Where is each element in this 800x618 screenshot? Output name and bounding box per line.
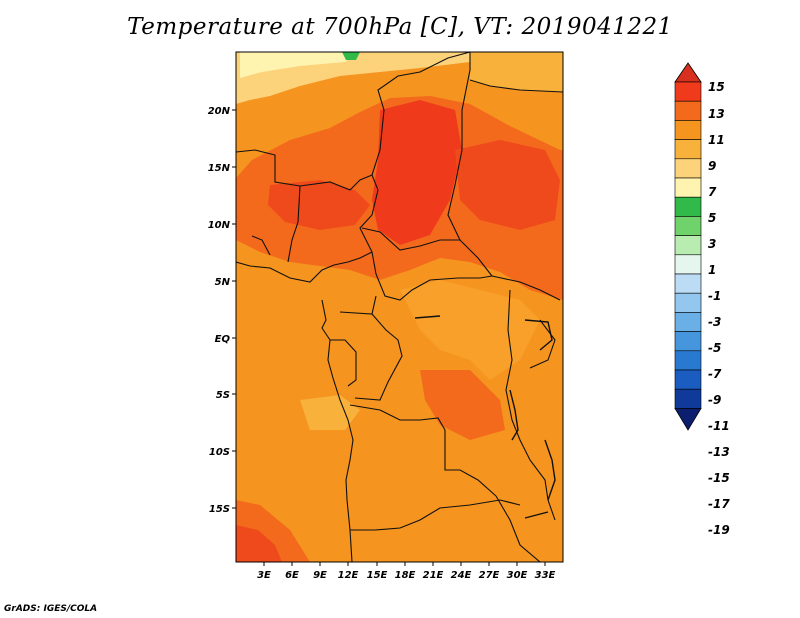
border-egypt	[469, 79, 563, 93]
lat-labels: 20N 15N 10N 5N EQ 5S 10S 15S	[208, 106, 231, 515]
lon-label-6e: 6E	[285, 570, 299, 581]
border-angola-south	[350, 499, 521, 531]
lat-label-5n: 5N	[215, 277, 231, 288]
lon-label-18e: 18E	[395, 570, 416, 581]
field-hot-sudan	[455, 140, 560, 230]
colorbar-label-m9: -9	[708, 393, 721, 407]
lat-label-15n: 15N	[208, 163, 231, 174]
border-chad-west	[359, 52, 471, 253]
border-uganda	[529, 319, 556, 369]
field-coolest-north	[240, 52, 360, 78]
field-northeast	[470, 52, 563, 92]
lat-label-10s: 10S	[209, 447, 230, 458]
colorbar-label-15: 15	[708, 80, 725, 94]
lake-kariba	[524, 511, 549, 519]
border-gabon	[330, 339, 357, 387]
lat-label-20n: 20N	[208, 106, 231, 117]
map-frame	[235, 51, 564, 563]
lat-label-15s: 15S	[209, 504, 230, 515]
field-green-spot	[342, 52, 360, 60]
lat-label-5s: 5S	[216, 390, 230, 401]
coast-atlantic	[321, 299, 354, 562]
border-zambia	[495, 495, 541, 562]
colorbar-label-m13: -13	[708, 445, 730, 459]
colorbar-label-9: 9	[708, 159, 716, 173]
colorbar-label-m5: -5	[708, 341, 721, 355]
colorbar-label-m1: -1	[708, 289, 721, 303]
lake-victoria	[524, 319, 553, 351]
border-sudan-south	[491, 275, 561, 301]
colorbar-label-m11: -11	[708, 419, 730, 433]
colorbar-label-m17: -17	[708, 497, 730, 511]
lon-label-21e: 21E	[423, 570, 444, 581]
border-chad-east	[447, 52, 493, 277]
colorbar-label-m19: -19	[708, 523, 730, 537]
coast-west-africa	[236, 251, 373, 283]
border-east-rift	[505, 289, 556, 521]
country-borders	[236, 52, 563, 562]
lake-malawi	[544, 439, 556, 501]
colorbar-label-m3: -3	[708, 315, 721, 329]
colorbar-label-3: 3	[708, 237, 716, 251]
colorbar-label-5: 5	[708, 211, 716, 225]
lon-label-9e: 9E	[313, 570, 327, 581]
field-cool-atlantic	[300, 395, 360, 430]
lat-label-eq: EQ	[215, 334, 231, 345]
lon-label-15e: 15E	[367, 570, 388, 581]
lon-label-30e: 30E	[507, 570, 528, 581]
field-hot-nigeria	[268, 180, 370, 230]
colorbar-label-7: 7	[708, 185, 717, 199]
lon-label-3e: 3E	[257, 570, 271, 581]
grads-credit: GrADS: IGES/COLA	[4, 604, 98, 614]
field-central-patch	[400, 280, 540, 380]
colorbar-label-m7: -7	[708, 367, 722, 381]
border-ghana	[251, 235, 271, 256]
lon-label-27e: 27E	[479, 570, 500, 581]
lon-label-33e: 33E	[535, 570, 556, 581]
colorbar	[674, 62, 702, 431]
border-car-north	[361, 227, 460, 251]
border-car-south	[371, 251, 493, 301]
border-congo	[354, 313, 403, 401]
colorbar-label-13: 13	[708, 107, 725, 121]
border-angola-east	[349, 404, 497, 497]
lon-label-12e: 12E	[338, 570, 359, 581]
border-benin	[287, 185, 301, 263]
colorbar-label-11: 11	[708, 133, 725, 147]
colorbar-label-m15: -15	[708, 471, 730, 485]
lake-tanganyika	[509, 389, 519, 441]
lon-labels: 3E 6E 9E 12E 15E 18E 21E 24E 27E 30E 33E	[257, 570, 555, 581]
field-southwest-hot	[236, 525, 282, 562]
axis-ticks	[232, 109, 546, 566]
map-title: Temperature at 700hPa [C], VT: 201904122…	[127, 14, 673, 40]
temperature-field	[236, 52, 563, 562]
lon-label-24e: 24E	[451, 570, 472, 581]
colorbar-bottom-triangle	[674, 407, 702, 431]
lakes	[414, 315, 556, 519]
colorbar-label-1: 1	[708, 263, 716, 277]
lat-label-10n: 10N	[208, 220, 231, 231]
field-hot-chad	[372, 100, 462, 245]
lake-central	[414, 315, 441, 319]
